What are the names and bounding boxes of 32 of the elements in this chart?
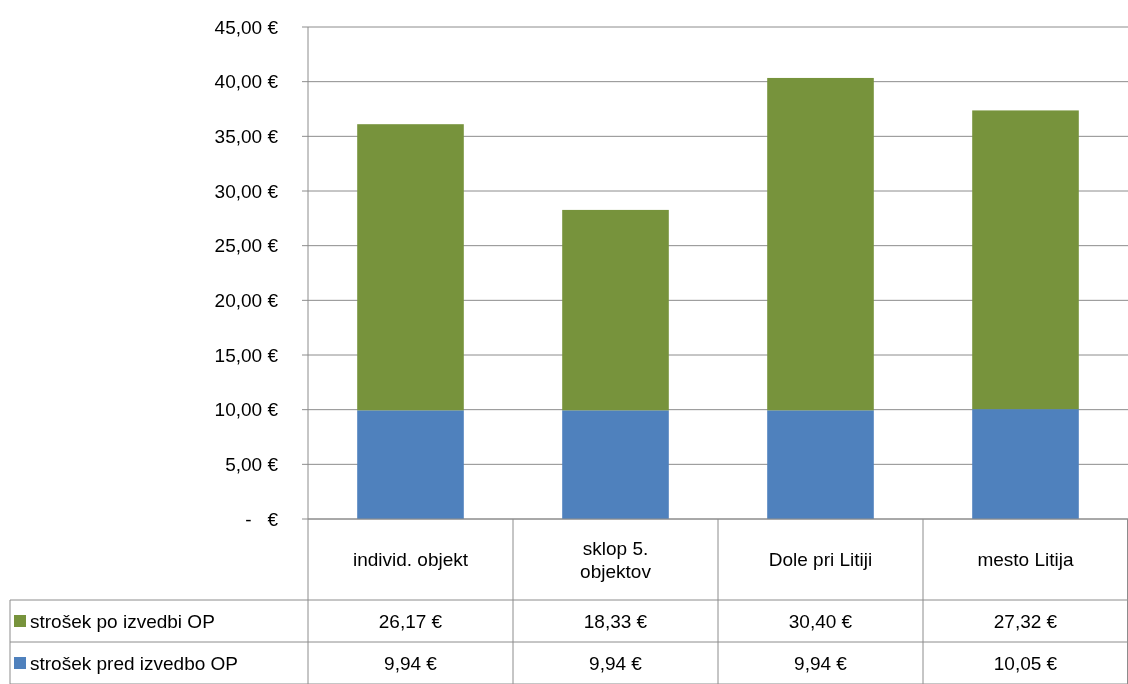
x-tick-label: individ. objekt — [352, 549, 469, 571]
data-label: 9,94 € — [794, 652, 848, 674]
bar — [357, 410, 464, 519]
data-label: 26,17 € — [378, 610, 443, 632]
data-label: 9,94 € — [589, 652, 643, 674]
y-tick-label: 15,00 € — [214, 344, 279, 366]
bar — [357, 124, 464, 411]
x-tick-label: sklop 5. objektov — [580, 537, 652, 582]
data-label: 10,05 € — [993, 652, 1058, 674]
data-label: 27,32 € — [993, 610, 1058, 632]
legend-label: strošek pred izvedbo OP — [30, 652, 239, 674]
data-label: 9,94 € — [384, 652, 438, 674]
bar — [562, 209, 669, 411]
x-tick-label: Dole pri Litiji — [768, 549, 873, 571]
legend-label: strošek po izvedbi OP — [30, 610, 215, 632]
y-tick-label: - € — [245, 508, 279, 530]
y-tick-label: 40,00 € — [214, 71, 279, 93]
bar — [972, 110, 1079, 410]
data-label: 30,40 € — [788, 610, 853, 632]
x-tick-label: mesto Litija — [977, 549, 1074, 571]
y-tick-label: 30,00 € — [214, 180, 279, 202]
data-label: 18,33 € — [583, 610, 648, 632]
bar — [767, 410, 874, 519]
bar — [562, 410, 669, 519]
y-tick-label: 45,00 € — [214, 16, 279, 38]
y-tick-label: 35,00 € — [214, 125, 279, 147]
y-tick-label: 25,00 € — [214, 235, 279, 257]
y-tick-label: 10,00 € — [214, 399, 279, 421]
bar — [767, 77, 874, 411]
y-tick-label: 5,00 € — [225, 453, 279, 475]
y-tick-label: 20,00 € — [214, 289, 279, 311]
bar — [972, 409, 1079, 519]
